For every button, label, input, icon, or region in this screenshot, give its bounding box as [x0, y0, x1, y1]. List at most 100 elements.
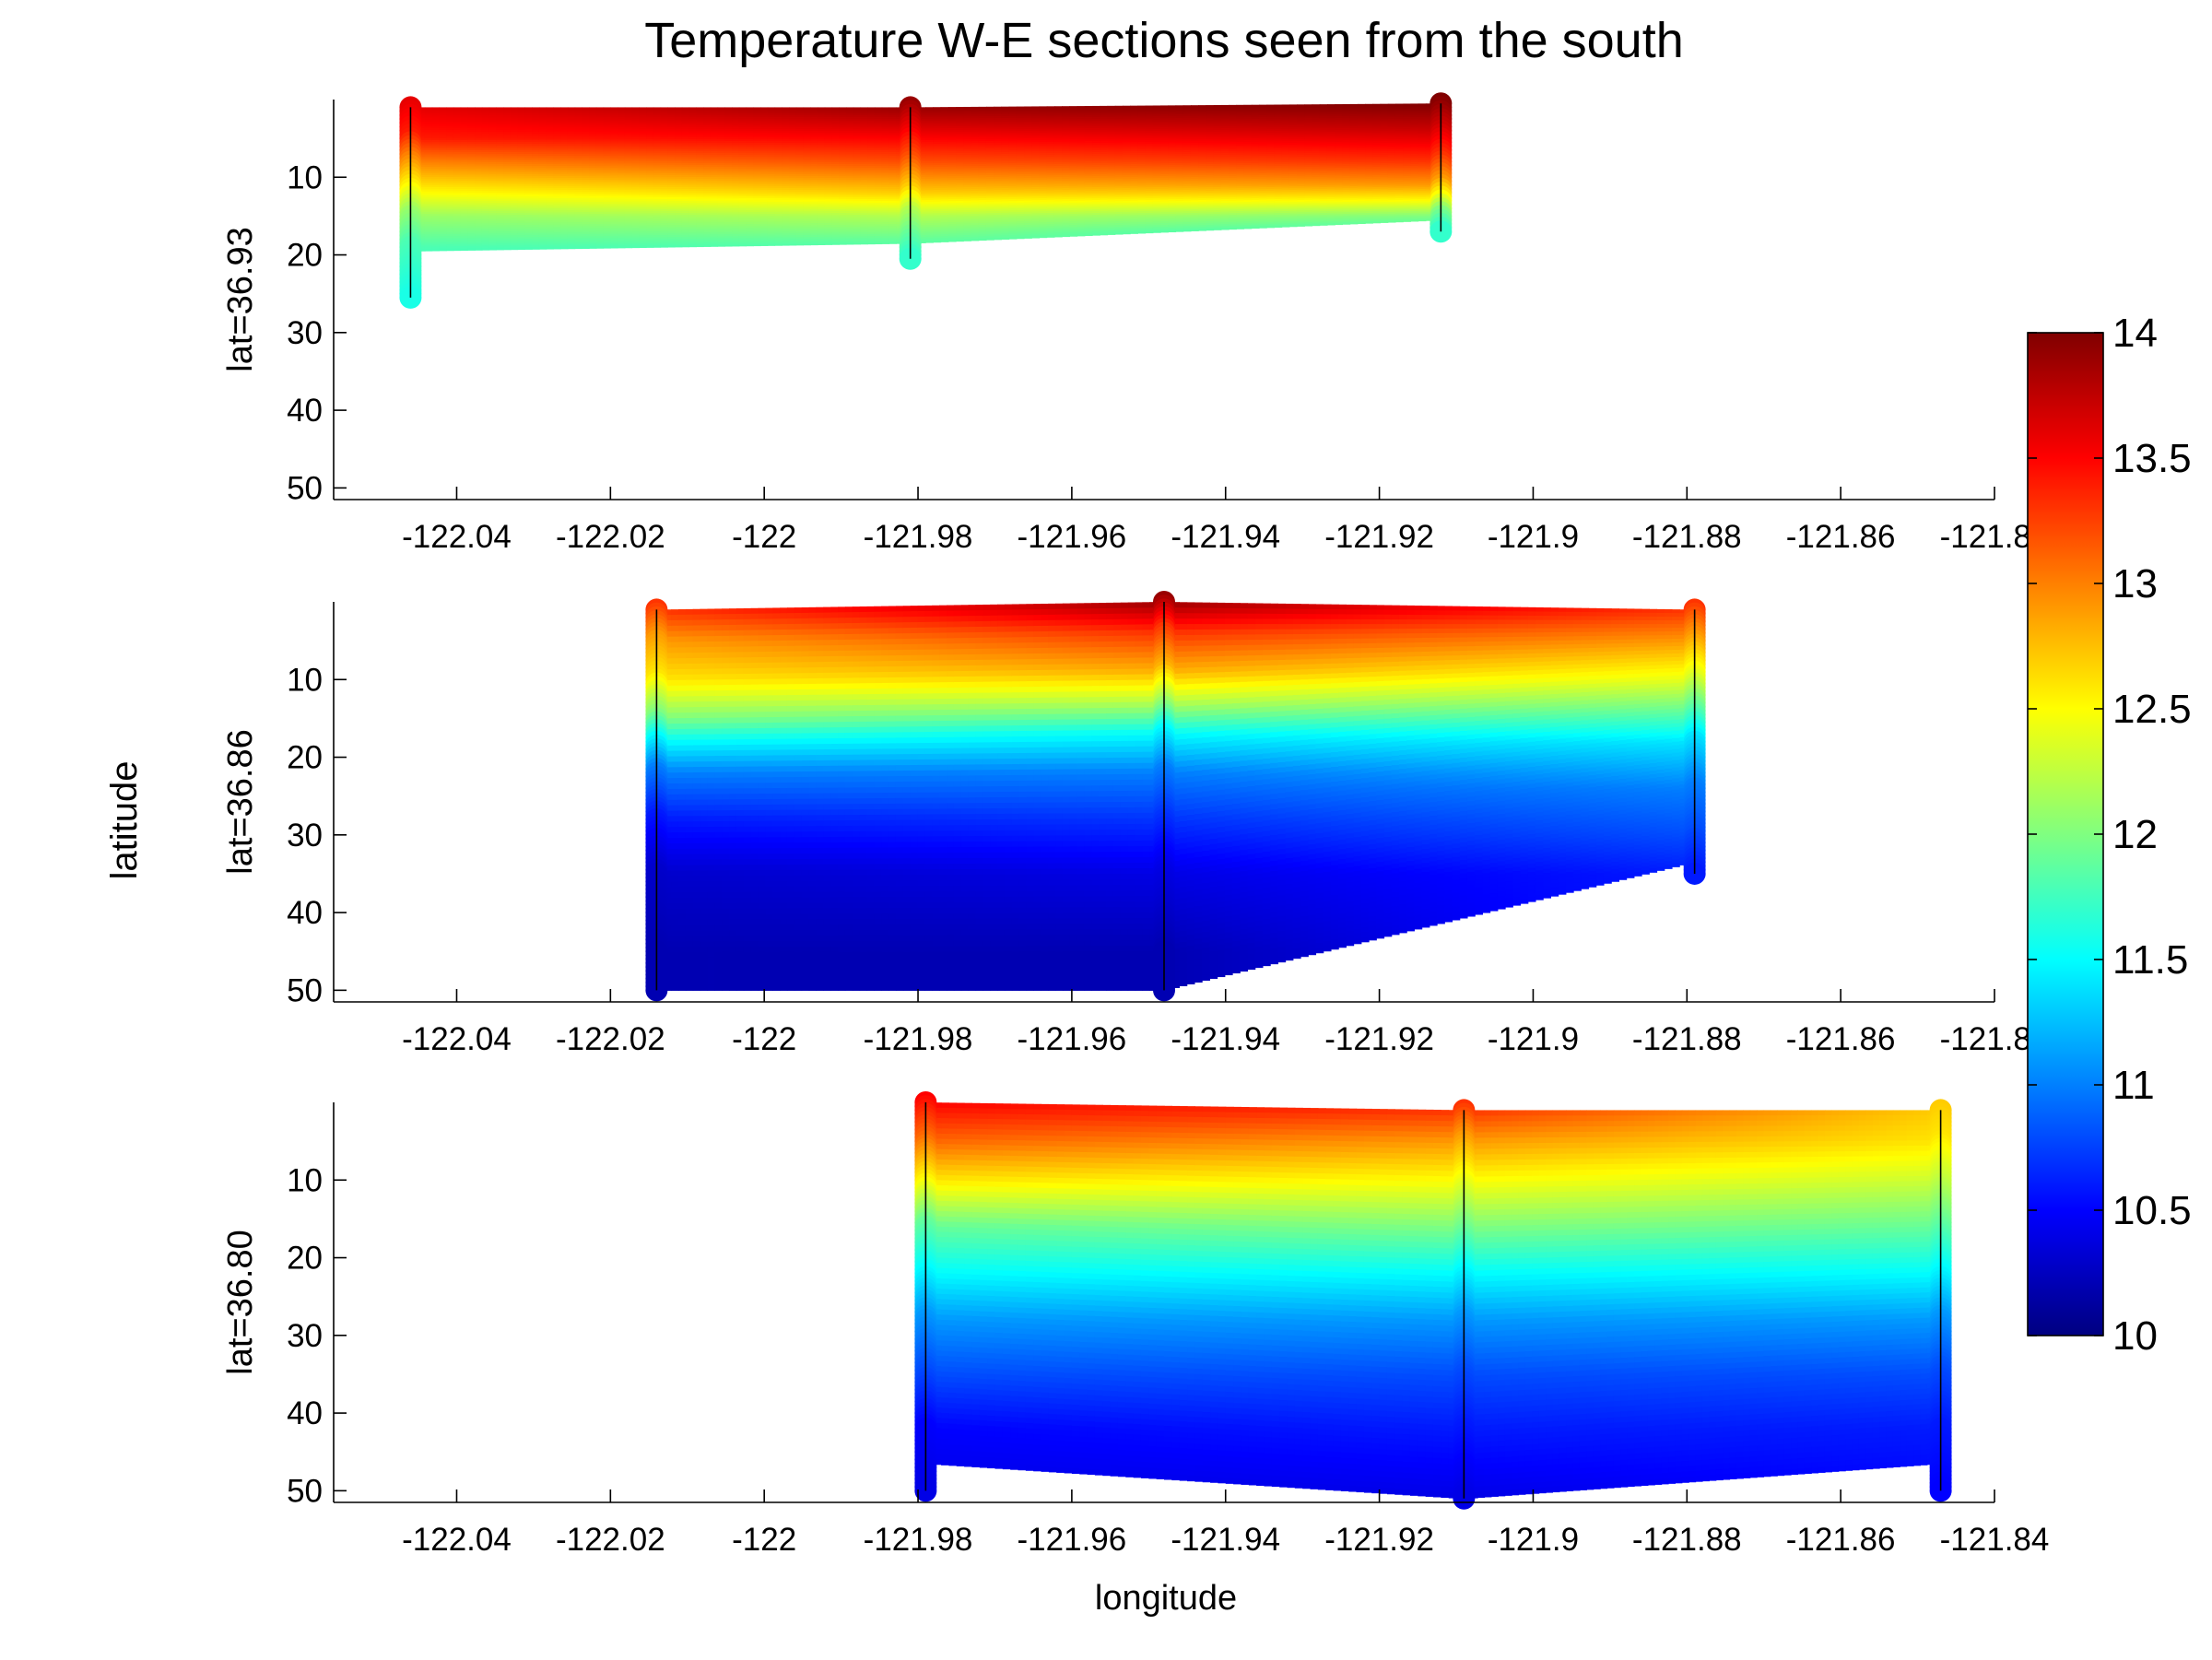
section-cell — [624, 211, 633, 215]
section-cell — [460, 223, 468, 227]
section-cell — [624, 135, 633, 138]
section-cell — [431, 179, 441, 182]
section-cell — [610, 137, 618, 140]
section-cell — [667, 244, 676, 248]
section-cell — [567, 117, 576, 121]
section-cell — [418, 224, 426, 228]
section-cell — [589, 216, 597, 219]
section-cell — [532, 107, 540, 111]
section-cell — [589, 131, 597, 135]
section-cell — [589, 111, 597, 114]
section-cell — [595, 209, 605, 213]
section-cell — [831, 242, 840, 245]
section-cell — [460, 240, 468, 243]
section-cell — [431, 171, 441, 174]
section-cell — [538, 200, 547, 204]
section-cell — [639, 111, 647, 114]
section-cell — [574, 230, 582, 233]
section-cell — [424, 164, 433, 168]
section-cell — [595, 173, 605, 177]
section-cell — [431, 107, 441, 111]
section-cell — [488, 205, 497, 208]
section-cell — [532, 186, 540, 189]
common-y-label: latitude — [104, 761, 145, 880]
section-cell — [446, 152, 454, 156]
section-cell — [624, 167, 633, 171]
section-cell — [453, 207, 462, 210]
section-cell — [503, 200, 512, 204]
section-cell — [603, 173, 611, 177]
section-cell — [503, 144, 512, 147]
section-cell — [481, 109, 490, 112]
section-cell — [582, 177, 590, 181]
section-cell — [481, 125, 490, 129]
section-cell — [453, 146, 462, 149]
section-cell — [567, 129, 576, 133]
section-cell — [503, 109, 512, 112]
section-cell — [567, 170, 576, 173]
section-cell — [481, 144, 490, 147]
section-cell — [481, 196, 490, 200]
section-cell — [589, 127, 597, 131]
section-cell — [431, 193, 441, 196]
section-cell — [503, 134, 512, 136]
section-cell — [567, 182, 576, 185]
section-cell — [481, 229, 490, 232]
section-cell — [446, 233, 454, 237]
section-cell — [595, 214, 605, 217]
section-cell — [481, 206, 490, 210]
section-cell — [560, 214, 569, 218]
section-cell — [496, 124, 504, 126]
section-cell — [481, 154, 490, 158]
section-cell — [574, 119, 582, 123]
section-cell — [467, 248, 476, 251]
section-cell — [610, 117, 618, 121]
section-cell — [488, 166, 497, 170]
section-cell — [560, 159, 569, 163]
section-cell — [653, 143, 662, 147]
section-cell — [610, 133, 618, 136]
section-cell — [431, 184, 441, 188]
section-cell — [532, 232, 540, 236]
section-cell — [560, 125, 569, 128]
section-cell — [446, 113, 454, 116]
section-cell — [646, 157, 654, 160]
section-cell — [845, 241, 854, 245]
section-cell — [488, 115, 497, 119]
section-cell — [481, 201, 490, 204]
section-cell — [595, 153, 605, 157]
section-cell — [553, 135, 561, 138]
section-cell — [510, 192, 519, 195]
section-cell — [510, 239, 519, 242]
section-cell — [567, 149, 576, 153]
section-cell — [460, 213, 468, 217]
section-cell — [618, 161, 626, 164]
section-cell — [610, 139, 618, 143]
section-cell — [560, 192, 569, 195]
section-cell — [582, 214, 590, 218]
section-cell — [688, 244, 697, 248]
section-cell — [582, 218, 590, 221]
section-cell — [631, 157, 640, 160]
section-cell — [546, 214, 554, 218]
section-cell — [460, 186, 468, 190]
section-cell — [510, 170, 519, 173]
section-cell — [446, 197, 454, 200]
section-cell — [589, 121, 597, 124]
section-cell — [503, 206, 512, 210]
section-cell — [567, 123, 576, 126]
section-cell — [610, 129, 618, 133]
section-cell — [439, 113, 447, 116]
section-cell — [439, 134, 447, 137]
section-cell — [460, 124, 468, 126]
section-cell — [439, 218, 447, 221]
section-cell — [532, 163, 540, 167]
section-cell — [603, 141, 611, 145]
section-cell — [624, 207, 633, 210]
section-cell — [646, 135, 654, 138]
section-cell — [503, 239, 512, 242]
section-cell — [574, 241, 582, 245]
section-cell — [488, 144, 497, 147]
section-cell — [467, 182, 476, 186]
section-cell — [646, 185, 654, 188]
